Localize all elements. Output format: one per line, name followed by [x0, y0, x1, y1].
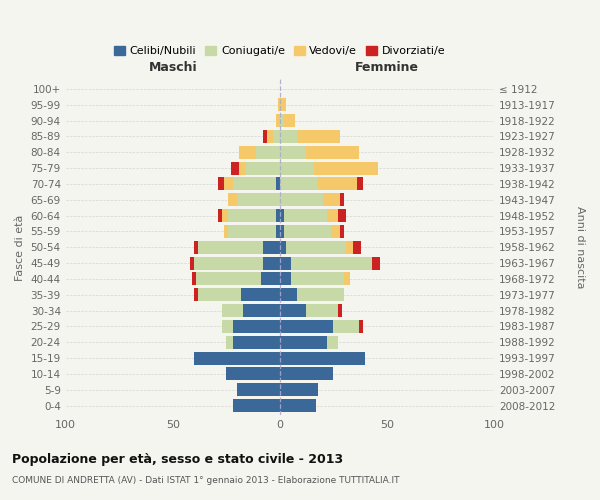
Bar: [280, 241, 286, 254]
Bar: [280, 304, 305, 317]
Bar: [284, 114, 295, 127]
Bar: [237, 384, 280, 396]
Text: Maschi: Maschi: [148, 61, 197, 74]
Bar: [263, 256, 280, 270]
Bar: [194, 241, 199, 254]
Bar: [218, 209, 222, 222]
Bar: [199, 241, 263, 254]
Bar: [222, 304, 244, 317]
Bar: [226, 368, 280, 380]
Bar: [199, 288, 241, 302]
Bar: [280, 114, 284, 127]
Bar: [280, 384, 319, 396]
Bar: [245, 162, 280, 174]
Bar: [280, 368, 334, 380]
Bar: [275, 114, 280, 127]
Bar: [323, 194, 340, 206]
Bar: [196, 272, 260, 285]
Bar: [233, 320, 280, 333]
Bar: [244, 304, 280, 317]
Bar: [280, 256, 290, 270]
Bar: [275, 178, 280, 190]
Bar: [239, 162, 245, 174]
Bar: [284, 225, 331, 238]
Bar: [280, 225, 284, 238]
Legend: Celibi/Nubili, Coniugati/e, Vedovi/e, Divorziati/e: Celibi/Nubili, Coniugati/e, Vedovi/e, Di…: [110, 42, 450, 60]
Bar: [267, 130, 274, 143]
Text: COMUNE DI ANDRETTA (AV) - Dati ISTAT 1° gennaio 2013 - Elaborazione TUTTITALIA.I: COMUNE DI ANDRETTA (AV) - Dati ISTAT 1° …: [12, 476, 400, 485]
Bar: [290, 256, 372, 270]
Bar: [340, 225, 344, 238]
Bar: [284, 209, 327, 222]
Bar: [275, 209, 280, 222]
Bar: [263, 130, 267, 143]
Bar: [275, 225, 280, 238]
Bar: [229, 225, 275, 238]
Y-axis label: Anni di nascita: Anni di nascita: [575, 206, 585, 288]
Bar: [280, 194, 323, 206]
Bar: [334, 320, 359, 333]
Bar: [357, 178, 364, 190]
Bar: [241, 288, 280, 302]
Bar: [327, 209, 338, 222]
Bar: [222, 320, 233, 333]
Bar: [274, 130, 280, 143]
Bar: [233, 399, 280, 412]
Text: Popolazione per età, sesso e stato civile - 2013: Popolazione per età, sesso e stato civil…: [12, 452, 343, 466]
Bar: [229, 209, 275, 222]
Bar: [194, 352, 280, 364]
Bar: [346, 241, 353, 254]
Bar: [305, 304, 338, 317]
Bar: [224, 225, 229, 238]
Bar: [286, 241, 346, 254]
Bar: [280, 272, 290, 285]
Bar: [190, 256, 194, 270]
Bar: [297, 130, 340, 143]
Bar: [226, 336, 233, 349]
Bar: [230, 162, 239, 174]
Y-axis label: Fasce di età: Fasce di età: [15, 214, 25, 280]
Bar: [280, 352, 365, 364]
Text: Femmine: Femmine: [355, 61, 419, 74]
Bar: [224, 178, 233, 190]
Bar: [237, 194, 280, 206]
Bar: [344, 272, 350, 285]
Bar: [340, 194, 344, 206]
Bar: [327, 336, 338, 349]
Bar: [319, 178, 357, 190]
Bar: [263, 241, 280, 254]
Bar: [280, 399, 316, 412]
Bar: [280, 146, 305, 159]
Bar: [280, 209, 284, 222]
Bar: [256, 146, 280, 159]
Bar: [229, 194, 237, 206]
Bar: [353, 241, 361, 254]
Bar: [278, 98, 280, 112]
Bar: [338, 304, 342, 317]
Bar: [194, 288, 199, 302]
Bar: [280, 98, 286, 112]
Bar: [280, 178, 319, 190]
Bar: [290, 272, 344, 285]
Bar: [338, 209, 346, 222]
Bar: [192, 272, 196, 285]
Bar: [297, 288, 344, 302]
Bar: [314, 162, 379, 174]
Bar: [280, 320, 334, 333]
Bar: [280, 288, 297, 302]
Bar: [233, 336, 280, 349]
Bar: [239, 146, 256, 159]
Bar: [280, 162, 314, 174]
Bar: [260, 272, 280, 285]
Bar: [233, 178, 275, 190]
Bar: [218, 178, 224, 190]
Bar: [359, 320, 364, 333]
Bar: [372, 256, 380, 270]
Bar: [194, 256, 263, 270]
Bar: [331, 225, 340, 238]
Bar: [280, 336, 327, 349]
Bar: [222, 209, 229, 222]
Bar: [305, 146, 359, 159]
Bar: [280, 130, 297, 143]
